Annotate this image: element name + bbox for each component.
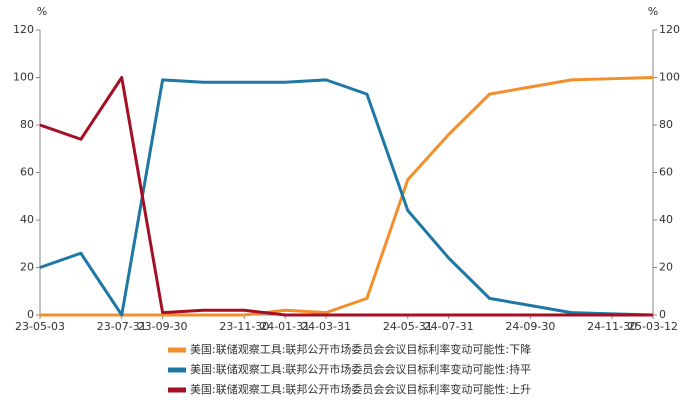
legend-label: 美国:联储观察工具:联邦公开市场委员会会议目标利率变动可能性:上升 [190,382,531,396]
y2-tick-label: 80 [659,118,673,131]
legend-label: 美国:联储观察工具:联邦公开市场委员会会议目标利率变动可能性:持平 [190,362,531,376]
legend-label: 美国:联储观察工具:联邦公开市场委员会会议目标利率变动可能性:下降 [190,342,531,356]
y2-tick-label: 0 [659,308,666,321]
y-tick-label: 20 [20,261,34,274]
y-tick-label: 100 [13,71,34,84]
y-tick-label: 80 [20,118,34,131]
y-unit: % [37,5,47,18]
y-tick-label: 40 [20,213,34,226]
x-tick-label: 23-09-30 [138,320,188,333]
series-line [39,76,653,317]
y2-tick-label: 40 [659,213,673,226]
x-tick-label: 23-11-30 [219,320,269,333]
x-tick-label: 24-01-31 [260,320,310,333]
series-line [39,78,654,317]
y-tick-label: 120 [13,23,34,36]
series-line [40,76,654,317]
x-tick-label: 24-05-31 [383,320,433,333]
x-tick-label: 24-11-30 [587,320,637,333]
y2-tick-label: 120 [659,23,680,36]
x-tick-label: 23-07-31 [97,320,147,333]
x-tick-label: 24-09-30 [505,320,555,333]
x-tick-label: 24-07-31 [424,320,474,333]
y2-tick-label: 60 [659,166,673,179]
y-tick-label: 60 [20,166,34,179]
y2-unit: % [648,5,658,18]
x-tick-label: 24-03-31 [301,320,351,333]
x-tick-label: 23-05-03 [15,320,65,333]
y2-tick-label: 100 [659,71,680,84]
x-tick-label: 25-03-12 [628,320,678,333]
y-tick-label: 0 [27,308,34,321]
y2-tick-label: 20 [659,261,673,274]
